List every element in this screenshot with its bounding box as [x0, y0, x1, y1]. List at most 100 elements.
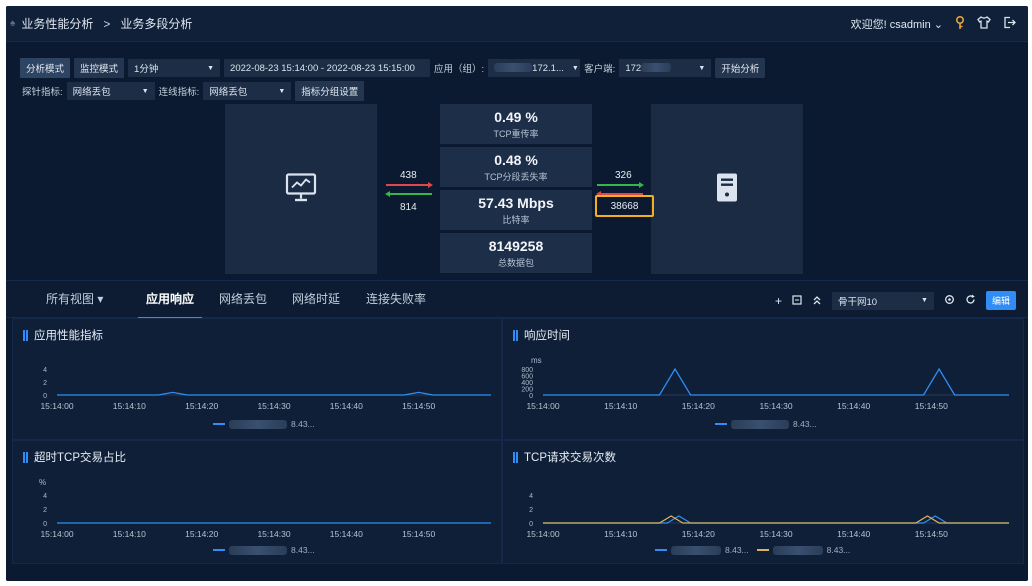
right-outbound-count[interactable]: 38668: [595, 195, 654, 217]
x-tick-label: 15:14:00: [40, 529, 73, 539]
metric-tcp-loss: 0.48 % TCP分段丢失率: [440, 147, 592, 187]
interval-select[interactable]: 1分钟 ▼: [128, 59, 221, 77]
panel-tcp-requests: TCP请求交易次数 0 2 4 15:14:00 15:14:10 15:14:20 15:…: [502, 440, 1024, 564]
start-analysis-button[interactable]: 开始分析: [715, 58, 766, 78]
tcp-requests-chart: 0 2 4 15:14:00 15:14:10 15:14:20 15:14:30 15:14…: [526, 493, 1009, 539]
monitor-icon: [285, 172, 317, 207]
x-tick-label: 15:14:10: [604, 529, 637, 539]
x-tick-label: 15:14:50: [402, 529, 435, 539]
key-icon[interactable]: [955, 15, 965, 33]
series-line: [543, 515, 1009, 524]
y-tick-label: 0: [529, 521, 533, 528]
logout-icon[interactable]: [1003, 16, 1016, 32]
x-tick-label: 15:14:20: [682, 401, 715, 411]
control-row-2: 探针指标: 网络丢包 ▼ 连线指标: 网络丢包 ▼ 指标分组设置: [22, 81, 365, 101]
edit-button[interactable]: 编辑: [985, 291, 1016, 310]
add-icon[interactable]: +: [774, 293, 782, 308]
x-tick-label: 15:14:10: [604, 401, 637, 411]
x-tick-label: 15:14:20: [185, 529, 218, 539]
app-label: 应用（组）:: [434, 64, 485, 75]
breadcrumb-level1[interactable]: 业务性能分析: [21, 17, 94, 31]
chart-legend: 8.43...: [715, 419, 817, 429]
x-tick-label: 15:14:30: [257, 529, 290, 539]
metric-total-packets: 8149258 总数据包: [440, 233, 592, 273]
server-node[interactable]: [651, 104, 803, 274]
y-tick-label: 0: [43, 393, 47, 400]
tab-connection-failure[interactable]: 连接失败率: [366, 292, 427, 306]
x-tick-label: 15:14:50: [915, 401, 948, 411]
series-line: [57, 391, 491, 396]
x-tick-label: 15:14:40: [330, 401, 363, 411]
chart-legend: 8.43... 8.43...: [655, 545, 850, 555]
shirt-icon[interactable]: [977, 16, 991, 32]
app-select[interactable]: 172.1... ▼: [488, 59, 581, 77]
breadcrumb-separator: >: [103, 16, 111, 31]
y-unit-label: %: [39, 478, 47, 487]
tab-app-response[interactable]: 应用响应: [138, 281, 203, 319]
server-icon: [716, 173, 738, 206]
user-area: 欢迎您! csadmin ⌄: [851, 6, 1016, 42]
time-range-input[interactable]: 2022-08-23 15:14:00 - 2022-08-23 15:15:0…: [224, 59, 431, 77]
tab-network-latency[interactable]: 网络时延: [292, 292, 341, 306]
metric-tcp-retrans: 0.49 % TCP重传率: [440, 104, 592, 144]
left-arrows-icon: [385, 182, 433, 197]
panel-title: 应用性能指标: [23, 327, 103, 343]
x-tick-label: 15:14:40: [837, 401, 870, 411]
x-tick-label: 15:14:20: [682, 529, 715, 539]
settings-icon[interactable]: [944, 294, 955, 308]
group-settings-button[interactable]: 指标分组设置: [295, 81, 365, 101]
right-arrows-icon: [596, 182, 644, 197]
probe-label: 探针指标:: [22, 87, 63, 98]
user-welcome[interactable]: 欢迎您! csadmin ⌄: [850, 19, 943, 31]
view-tabs: 所有视图 ▾ 应用响应 网络丢包 网络时延 连接失败率 + 骨干网10 ▼ 编辑: [6, 280, 1028, 319]
link-select[interactable]: 网络丢包 ▼: [203, 82, 292, 100]
panel-title: TCP请求交易次数: [513, 449, 616, 465]
fullscreen-icon[interactable]: [792, 294, 802, 308]
y-tick-label: 800: [521, 367, 533, 374]
breadcrumb: ♠ 业务性能分析 > 业务多段分析: [6, 15, 192, 32]
x-tick-label: 15:14:50: [402, 401, 435, 411]
mode-analysis-button[interactable]: 分析模式: [20, 58, 71, 78]
y-tick-label: 4: [529, 493, 533, 500]
x-tick-label: 15:14:00: [526, 401, 559, 411]
x-tick-label: 15:14:30: [759, 529, 792, 539]
x-tick-label: 15:14:30: [257, 401, 290, 411]
collapse-icon[interactable]: [812, 294, 822, 308]
client-select[interactable]: 172 ▼: [619, 59, 712, 77]
panel-title: 超时TCP交易占比: [23, 449, 126, 465]
y-tick-label: 200: [521, 387, 533, 394]
y-tick-label: 2: [529, 507, 533, 514]
app-performance-chart: 0 2 4 15:14:00 15:14:10 15:14:20 15:14:30 15:14…: [40, 367, 491, 411]
right-inbound-count: 326: [615, 170, 632, 181]
x-tick-label: 15:14:10: [113, 401, 146, 411]
x-tick-label: 15:14:00: [40, 401, 73, 411]
bottom-strip: [6, 564, 1028, 581]
tab-toolbar: + 骨干网10 ▼ 编辑: [775, 291, 1016, 310]
y-tick-label: 400: [521, 380, 533, 387]
timeout-tcp-chart: 0 2 4 15:14:00 15:14:10 15:14:20 15:14:30 15:14…: [40, 493, 491, 539]
refresh-icon[interactable]: [965, 294, 976, 308]
x-tick-label: 15:14:50: [915, 529, 948, 539]
client-label: 客户端:: [584, 64, 616, 75]
app-window: ♠ 业务性能分析 > 业务多段分析 欢迎您! csadmin ⌄ 分析模式 监控…: [6, 6, 1028, 581]
breadcrumb-level2: 业务多段分析: [120, 17, 193, 31]
x-tick-label: 15:14:00: [526, 529, 559, 539]
y-tick-label: 0: [529, 393, 533, 400]
x-tick-label: 15:14:20: [185, 401, 218, 411]
y-tick-label: 2: [43, 507, 47, 514]
client-node[interactable]: [225, 104, 377, 274]
x-tick-label: 15:14:30: [759, 401, 792, 411]
chart-legend: 8.43...: [213, 545, 315, 555]
x-tick-label: 15:14:40: [330, 529, 363, 539]
tab-packet-loss[interactable]: 网络丢包: [219, 292, 268, 306]
all-views-dropdown[interactable]: 所有视图 ▾: [46, 292, 104, 306]
panel-timeout-tcp: 超时TCP交易占比 % 0 2 4 15:14:00 15:14:10 15:14:20 1…: [12, 440, 502, 564]
home-icon[interactable]: ♠: [10, 18, 16, 29]
probe-select[interactable]: 网络丢包 ▼: [66, 82, 155, 100]
mode-monitor-button[interactable]: 监控模式: [74, 58, 125, 78]
left-inbound-count: 438: [400, 170, 417, 181]
network-select[interactable]: 骨干网10 ▼: [831, 291, 934, 310]
series-line: [543, 515, 1009, 524]
x-tick-label: 15:14:40: [837, 529, 870, 539]
chart-legend: 8.43...: [213, 419, 315, 429]
